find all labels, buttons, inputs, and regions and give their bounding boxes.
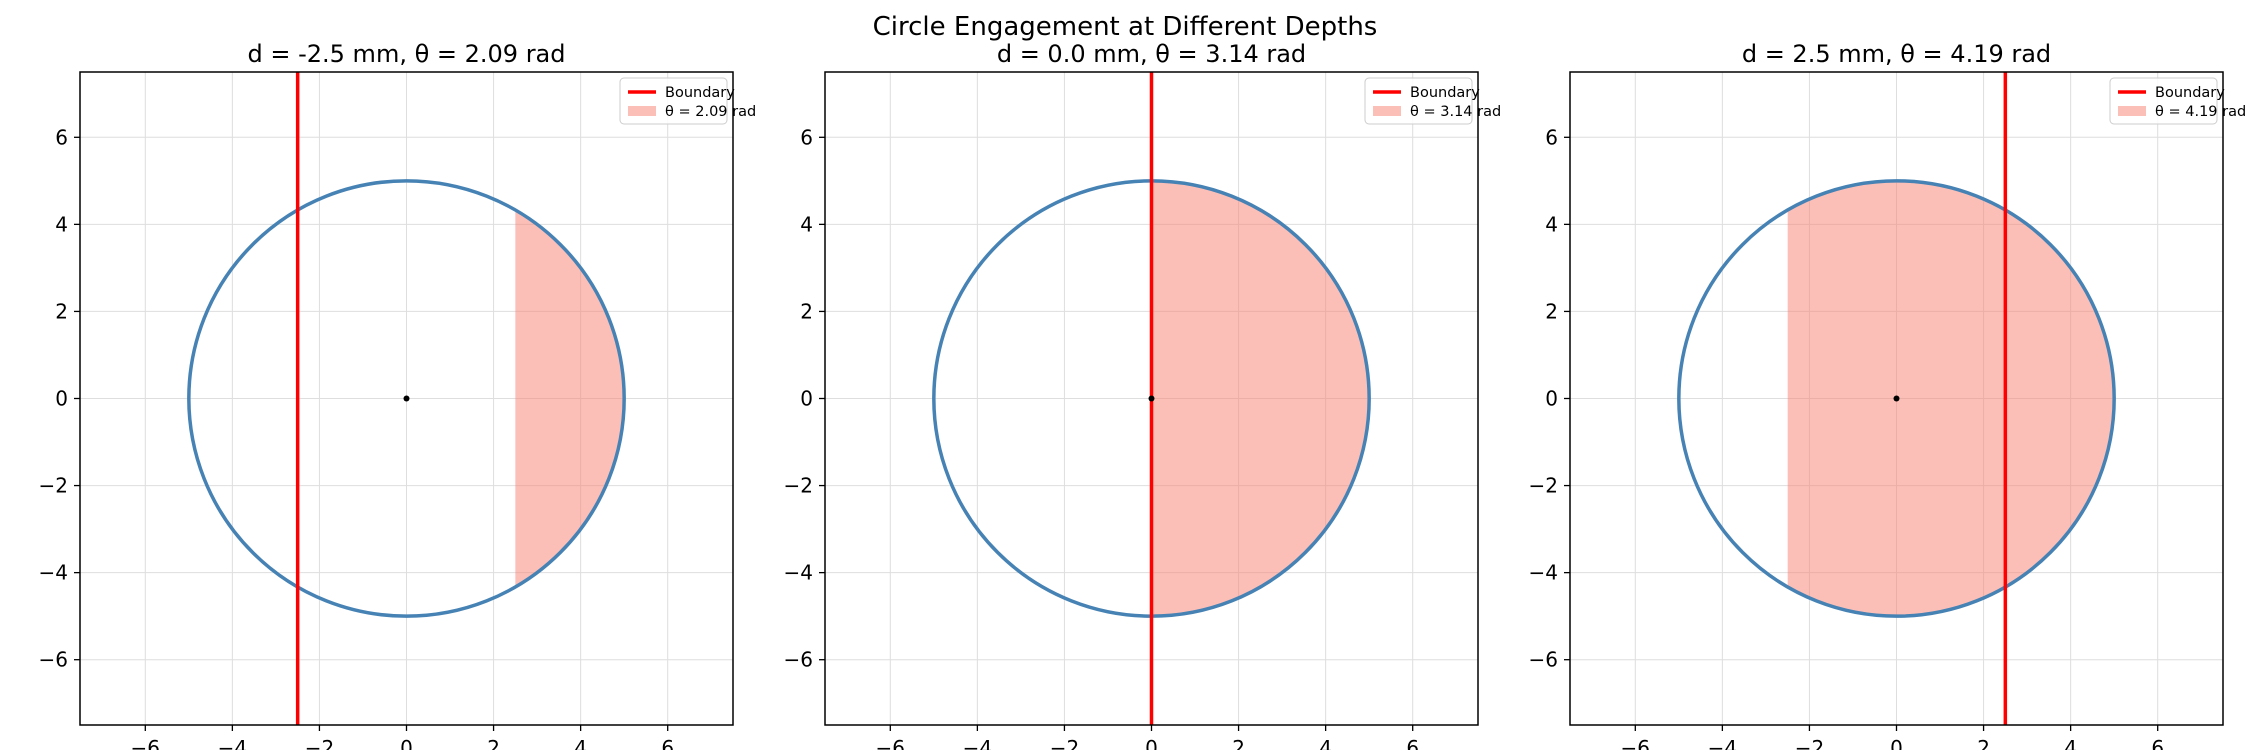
legend-region-label: θ = 2.09 rad: [665, 104, 756, 120]
y-tick-label: 6: [800, 125, 813, 149]
y-axis: −6 −4 −2 0 2 4 6: [39, 125, 80, 672]
legend: Boundary θ = 3.14 rad: [1364, 77, 1501, 125]
legend-boundary-label: Boundary: [665, 85, 735, 101]
panel-3: d = 2.5 mm, θ = 4.19 rad −6 −4 −2 0 2 4 6 −6 −4 −2…: [1529, 40, 2247, 750]
panel-1: d = -2.5 mm, θ = 2.09 rad−6 −4 −2 0 2 4 6−6−4−…: [39, 40, 757, 750]
x-tick-label: 2: [1232, 736, 1245, 750]
legend-region-label: θ = 3.14 rad: [1410, 104, 1501, 120]
x-tick-label: −2: [1050, 736, 1079, 750]
x-axis: −6 −4 −2 0 2 4 6: [1621, 725, 2164, 750]
y-tick-label: 4: [800, 212, 813, 236]
y-tick-label: −6: [784, 648, 813, 672]
x-tick-label: 4: [1319, 736, 1332, 750]
y-axis: −6 −4 −2 0 2 4 6: [784, 125, 825, 672]
y-tick-label: 6: [55, 125, 68, 149]
y-tick-label: 2: [1545, 299, 1558, 323]
y-tick-label: 2: [55, 299, 68, 323]
plot-area: [932, 72, 1371, 725]
x-tick-label: −4: [218, 736, 247, 750]
y-tick-label: −2: [1529, 474, 1558, 498]
y-tick-label: −4: [1529, 561, 1558, 585]
panels: d = -2.5 mm, θ = 2.09 rad−6 −4 −2 0 2 4 6−6−4−…: [39, 40, 2247, 750]
x-tick-label: 0: [1145, 736, 1158, 750]
engaged-region: [515, 210, 625, 587]
center-point: [403, 395, 410, 402]
y-axis: −6 −4 −2 0 2 4 6: [1529, 125, 1570, 672]
circle-outline: [1677, 179, 2116, 618]
center-point: [1893, 395, 1900, 402]
circle-outline: [187, 179, 626, 618]
x-axis: −6 −4 −2 0 2 4 6: [876, 725, 1419, 750]
panel-title: d = 2.5 mm, θ = 4.19 rad: [1742, 40, 2051, 68]
panel-title: d = -2.5 mm, θ = 2.09 rad: [248, 40, 566, 68]
y-tick-label: 6: [1545, 125, 1558, 149]
x-tick-label: −4: [963, 736, 992, 750]
y-tick-label: −2: [39, 474, 68, 498]
panel-2: d = 0.0 mm, θ = 3.14 rad −6 −4 −2 0 2 4 6 −6 −4 −2…: [784, 40, 1502, 750]
legend-boundary-label: Boundary: [2155, 85, 2225, 101]
y-tick-label: −6: [39, 648, 68, 672]
engaged-region: [1787, 180, 2115, 617]
x-tick-label: 0: [1890, 736, 1903, 750]
legend: Boundary θ = 4.19 rad: [2109, 77, 2246, 125]
y-tick-label: 2: [800, 299, 813, 323]
plot-area: [187, 72, 626, 725]
x-tick-label: 6: [1406, 736, 1419, 750]
legend: Boundary θ = 2.09 rad: [619, 77, 756, 125]
x-tick-label: −6: [1621, 736, 1650, 750]
y-tick-label: −6: [1529, 648, 1558, 672]
x-tick-label: 2: [487, 736, 500, 750]
x-tick-label: 6: [2151, 736, 2164, 750]
y-tick-label: 4: [1545, 212, 1558, 236]
x-axis: −6 −4 −2 0 2 4 6: [131, 725, 674, 750]
y-tick-label: 0: [1545, 387, 1558, 411]
x-tick-label: 4: [2064, 736, 2077, 750]
x-tick-label: −6: [876, 736, 905, 750]
y-tick-label: −2: [784, 474, 813, 498]
x-tick-label: 0: [400, 736, 413, 750]
y-tick-label: −4: [784, 561, 813, 585]
x-tick-label: 4: [574, 736, 587, 750]
legend-region-swatch: [2118, 106, 2146, 116]
y-tick-label: 0: [55, 387, 68, 411]
figure-suptitle: Circle Engagement at Different Depths: [873, 12, 1378, 42]
center-point: [1148, 395, 1155, 402]
y-tick-label: 0: [800, 387, 813, 411]
y-tick-label: 4: [55, 212, 68, 236]
engaged-region: [1151, 180, 1370, 617]
x-tick-label: 2: [1977, 736, 1990, 750]
x-tick-label: 6: [661, 736, 674, 750]
x-tick-label: −4: [1708, 736, 1737, 750]
legend-region-swatch: [1373, 106, 1401, 116]
x-tick-label: −2: [305, 736, 334, 750]
y-tick-label: −4: [39, 561, 68, 585]
x-tick-label: −2: [1795, 736, 1824, 750]
x-tick-label: −6: [131, 736, 160, 750]
legend-region-swatch: [628, 106, 656, 116]
panel-title: d = 0.0 mm, θ = 3.14 rad: [997, 40, 1306, 68]
plot-area: [1677, 72, 2116, 725]
legend-boundary-label: Boundary: [1410, 85, 1480, 101]
legend-region-label: θ = 4.19 rad: [2155, 104, 2246, 120]
